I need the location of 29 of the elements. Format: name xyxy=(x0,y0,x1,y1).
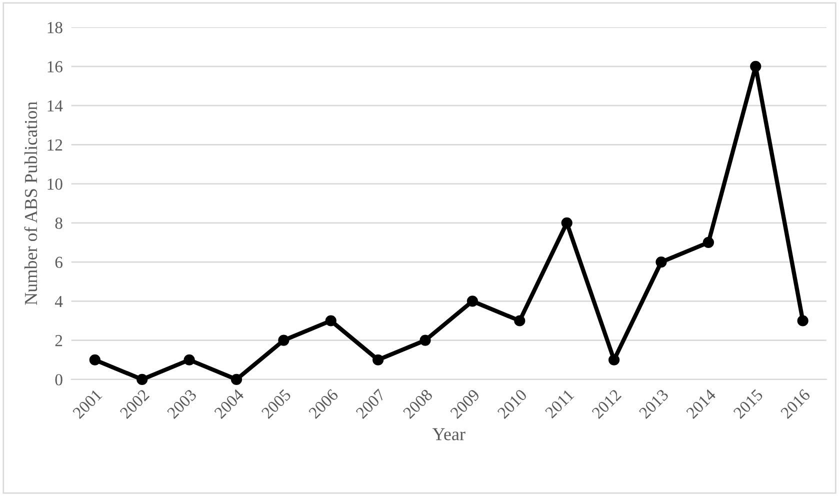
point xyxy=(372,354,384,366)
point xyxy=(325,315,336,326)
x-tick-label: 2011 xyxy=(544,388,574,419)
y-tick-label: 12 xyxy=(48,139,62,150)
y-axis-title: Number of ABS Publication xyxy=(24,102,38,305)
point xyxy=(184,354,195,366)
point xyxy=(230,374,242,385)
point xyxy=(514,315,526,326)
point xyxy=(420,334,431,346)
point xyxy=(656,256,667,268)
point xyxy=(136,374,148,385)
y-tick-label: 14 xyxy=(48,100,63,112)
y-tick-label: 8 xyxy=(55,218,62,229)
point xyxy=(750,60,762,72)
y-tick-label: 4 xyxy=(54,296,63,307)
y-tick-label: 2 xyxy=(55,335,62,346)
point xyxy=(89,354,100,366)
point xyxy=(702,236,714,248)
point xyxy=(797,315,808,326)
y-tick-label: 0 xyxy=(55,374,62,386)
point xyxy=(278,334,290,346)
point xyxy=(466,296,478,307)
x-axis-title: Year xyxy=(432,428,466,440)
y-tick-label: 18 xyxy=(48,22,62,34)
y-tick-label: 6 xyxy=(55,256,62,268)
point xyxy=(561,217,572,228)
y-tick-label: 16 xyxy=(48,61,62,72)
point xyxy=(608,354,620,366)
y-tick-label: 10 xyxy=(48,178,62,190)
